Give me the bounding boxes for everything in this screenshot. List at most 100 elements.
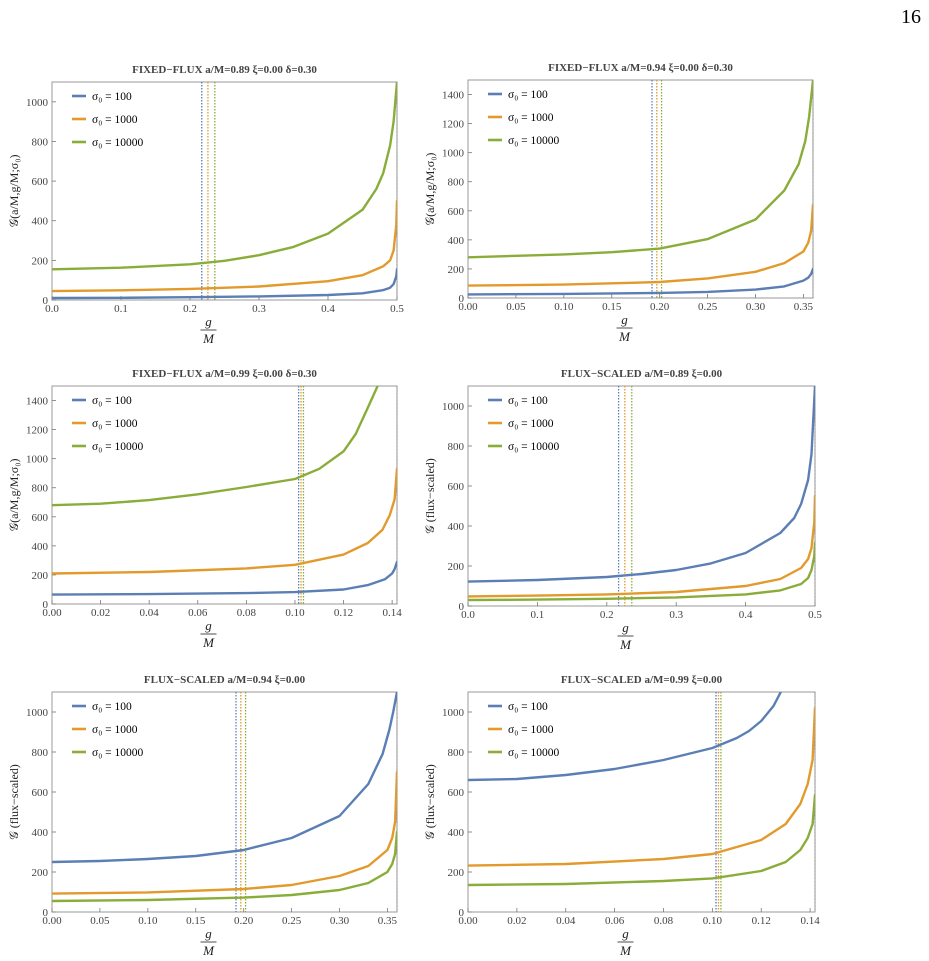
legend-entry: σ₀ = 1000 xyxy=(92,724,138,736)
chart-title: FLUX−SCALED a/M=0.94 ξ=0.00 xyxy=(144,674,306,686)
y-tick-label: 200 xyxy=(448,867,465,879)
x-axis-label-numerator: g xyxy=(205,618,212,633)
chart-title: FIXED−FLUX a/M=0.89 ξ=0.00 δ=0.30 xyxy=(132,64,317,76)
x-tick-label: 0.4 xyxy=(321,303,335,315)
x-tick-label: 0.14 xyxy=(800,915,820,927)
x-tick-label: 0.00 xyxy=(42,607,62,619)
y-axis-label: 𝒢 (flux−scaled) xyxy=(423,458,437,534)
chart-panel-1: FIXED−FLUX a/M=0.89 ξ=0.00 δ=0.30 0.0 0.1 0… xyxy=(7,64,404,346)
x-tick-label: 0.3 xyxy=(669,609,683,621)
x-tick-label: 0.04 xyxy=(556,915,576,927)
x-axis-label-denominator: M xyxy=(202,943,215,958)
y-tick-label: 1000 xyxy=(26,454,49,466)
series-line-2 xyxy=(468,706,815,867)
y-tick-label: 200 xyxy=(32,255,49,267)
series-line-3 xyxy=(468,541,815,602)
x-axis-label-denominator: M xyxy=(202,635,215,650)
x-tick-label: 0.30 xyxy=(330,915,350,927)
y-tick-label: 1400 xyxy=(26,396,49,408)
page-number: 16 xyxy=(901,6,921,28)
y-tick-label: 600 xyxy=(448,787,465,799)
y-tick-label: 600 xyxy=(32,176,49,188)
chart-title: FIXED−FLUX a/M=0.99 ξ=0.00 δ=0.30 xyxy=(132,368,317,380)
x-axis-label-numerator: g xyxy=(205,926,212,941)
x-tick-label: 0.2 xyxy=(183,303,197,315)
y-tick-label: 400 xyxy=(32,216,49,228)
x-tick-label: 0.12 xyxy=(752,915,771,927)
x-tick-label: 0.06 xyxy=(605,915,625,927)
y-tick-label: 0 xyxy=(43,295,49,307)
legend-entry: σ₀ = 100 xyxy=(92,91,132,103)
x-tick-label: 0.20 xyxy=(234,915,254,927)
x-tick-label: 0.35 xyxy=(794,301,814,313)
x-tick-label: 0.05 xyxy=(506,301,526,313)
x-tick-label: 0.30 xyxy=(746,301,766,313)
x-tick-label: 0.10 xyxy=(285,607,305,619)
y-tick-label: 800 xyxy=(448,177,465,189)
x-tick-label: 0.10 xyxy=(703,915,723,927)
x-axis-label-numerator: g xyxy=(622,926,629,941)
legend-entry: σ₀ = 10000 xyxy=(508,135,559,147)
chart-title: FLUX−SCALED a/M=0.99 ξ=0.00 xyxy=(561,674,723,686)
x-axis-label-numerator: g xyxy=(621,312,628,327)
y-axis-label: 𝒢(a/M,g/M;σ₀) xyxy=(7,459,21,532)
y-tick-label: 1200 xyxy=(26,425,49,437)
x-axis-label-denominator: M xyxy=(202,331,215,346)
y-axis-label: 𝒢(a/M,g/M;σ₀) xyxy=(423,153,437,226)
x-tick-label: 0.1 xyxy=(531,609,545,621)
legend-entry: σ₀ = 10000 xyxy=(92,137,143,149)
series-line-1 xyxy=(468,267,813,296)
series-group xyxy=(52,692,397,903)
legend-entry: σ₀ = 100 xyxy=(92,395,132,407)
y-tick-label: 600 xyxy=(448,206,465,218)
y-tick-label: 0 xyxy=(459,293,465,305)
x-tick-label: 0.1 xyxy=(114,303,128,315)
x-tick-label: 0.08 xyxy=(237,607,257,619)
x-tick-label: 0.3 xyxy=(252,303,266,315)
y-tick-label: 400 xyxy=(448,235,465,247)
x-axis-label-denominator: M xyxy=(618,329,631,344)
x-tick-label: 0.02 xyxy=(91,607,110,619)
legend-entry: σ₀ = 100 xyxy=(508,701,548,713)
series-line-1 xyxy=(52,560,397,596)
x-tick-label: 0.5 xyxy=(808,609,822,621)
y-tick-label: 800 xyxy=(448,747,465,759)
y-axis-label: 𝒢 (flux−scaled) xyxy=(423,764,437,840)
series-group xyxy=(468,80,813,296)
y-axis-label: 𝒢(a/M,g/M;σ₀) xyxy=(7,155,21,228)
chart-title: FLUX−SCALED a/M=0.89 ξ=0.00 xyxy=(561,368,723,380)
x-axis-label-denominator: M xyxy=(619,943,632,958)
y-tick-label: 1000 xyxy=(26,97,49,109)
series-group xyxy=(52,82,397,300)
series-line-3 xyxy=(468,80,813,259)
series-line-1 xyxy=(52,692,397,864)
series-group xyxy=(468,692,815,887)
legend-entry: σ₀ = 10000 xyxy=(92,441,143,453)
y-tick-label: 1000 xyxy=(442,148,465,160)
series-line-2 xyxy=(52,770,397,895)
y-tick-label: 0 xyxy=(459,907,465,919)
chart-panel-5: FLUX−SCALED a/M=0.94 ξ=0.00 0.00 0.05 0.10 0… xyxy=(7,674,398,958)
y-tick-label: 0 xyxy=(43,599,49,611)
x-tick-label: 0.00 xyxy=(458,915,478,927)
y-tick-label: 400 xyxy=(32,541,49,553)
legend-entry: σ₀ = 100 xyxy=(508,395,548,407)
series-group xyxy=(52,386,397,596)
x-tick-label: 0.35 xyxy=(378,915,398,927)
legend-entry: σ₀ = 100 xyxy=(92,701,132,713)
y-tick-label: 200 xyxy=(448,264,465,276)
x-tick-label: 0.2 xyxy=(600,609,614,621)
legend-entry: σ₀ = 1000 xyxy=(92,418,138,430)
series-line-1 xyxy=(52,268,397,300)
x-tick-label: 0.10 xyxy=(554,301,574,313)
x-tick-label: 0.25 xyxy=(282,915,302,927)
x-tick-label: 0.0 xyxy=(45,303,59,315)
x-tick-label: 0.25 xyxy=(698,301,718,313)
y-tick-label: 600 xyxy=(448,481,465,493)
series-line-2 xyxy=(468,494,815,598)
chart-panel-2: FIXED−FLUX a/M=0.94 ξ=0.00 δ=0.30 0.00 0.0… xyxy=(423,62,814,344)
series-line-1 xyxy=(468,692,782,782)
chart-panel-3: FIXED−FLUX a/M=0.99 ξ=0.00 δ=0.30 0.00 0.0… xyxy=(7,368,402,650)
y-tick-label: 1200 xyxy=(442,119,465,131)
y-tick-label: 800 xyxy=(32,483,49,495)
